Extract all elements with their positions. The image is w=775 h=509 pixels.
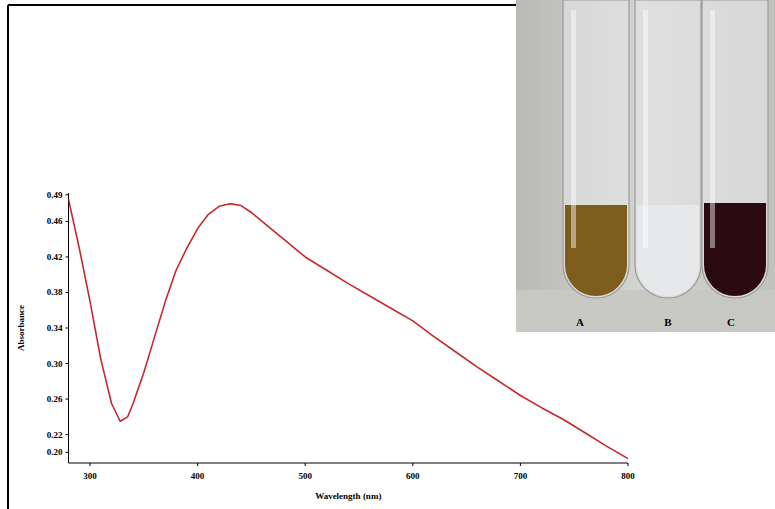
y-tick — [66, 328, 69, 329]
y-tick-label: 0.20 — [47, 447, 63, 457]
x-axis-title: Wavelength (nm) — [315, 491, 381, 501]
x-tick-label: 800 — [621, 471, 635, 481]
y-tick-label: 0.26 — [47, 394, 63, 404]
y-tick — [66, 363, 69, 364]
tube-label: B — [664, 316, 672, 328]
y-tick-label: 0.22 — [47, 430, 63, 440]
y-tick — [66, 256, 69, 257]
photo-background — [516, 0, 775, 332]
page-frame — [7, 5, 9, 509]
y-tick — [66, 194, 69, 195]
y-tick — [66, 452, 69, 453]
y-tick-label: 0.42 — [47, 252, 63, 262]
x-tick — [305, 463, 306, 466]
y-axis-title: Absorbance — [16, 305, 26, 351]
y-tick — [66, 434, 69, 435]
y-tick-label: 0.34 — [47, 323, 63, 333]
y-tick-label: 0.49 — [47, 190, 63, 200]
x-tick-label: 500 — [298, 471, 312, 481]
test-tube — [563, 0, 629, 298]
x-tick — [520, 463, 521, 466]
x-tick-label: 300 — [83, 471, 97, 481]
x-tick-label: 700 — [514, 471, 528, 481]
y-tick-label: 0.30 — [47, 359, 63, 369]
x-tick — [197, 463, 198, 466]
x-tick — [412, 463, 413, 466]
x-tick-label: 600 — [406, 471, 420, 481]
y-tick — [66, 221, 69, 222]
tube-highlight — [571, 10, 576, 248]
tube-highlight — [710, 10, 715, 248]
tube-highlight — [643, 10, 648, 248]
x-tick-label: 400 — [191, 471, 205, 481]
y-tick — [66, 292, 69, 293]
y-tick-label: 0.38 — [47, 287, 63, 297]
x-tick — [628, 463, 629, 466]
y-tick — [66, 399, 69, 400]
test-tube — [635, 0, 701, 298]
x-axis — [69, 463, 629, 464]
test-tube — [702, 0, 768, 298]
x-tick — [90, 463, 91, 466]
photo-inset: A B C — [516, 0, 775, 332]
tube-label: C — [727, 316, 735, 328]
y-tick-label: 0.46 — [47, 216, 63, 226]
tube-label: A — [576, 316, 584, 328]
